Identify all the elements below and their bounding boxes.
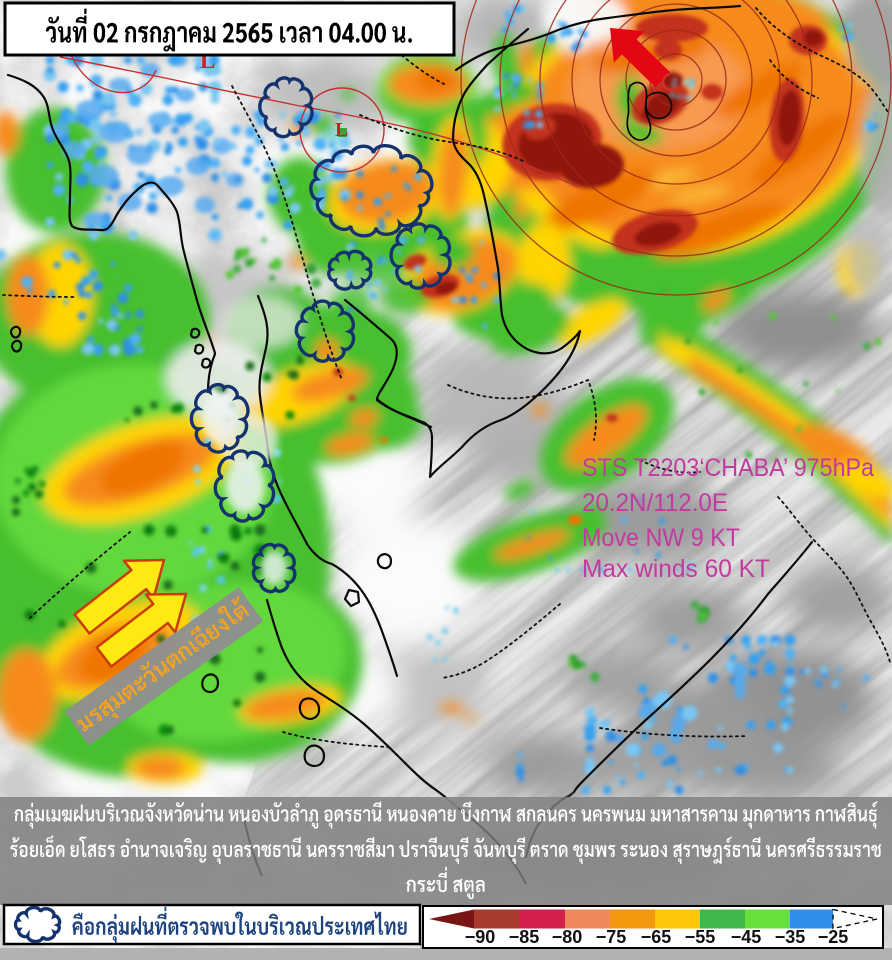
svg-text:Max winds 60 KT: Max winds 60 KT [582,555,770,583]
svg-text:20.2N/112.0E: 20.2N/112.0E [582,489,728,517]
svg-text:−85: −85 [509,927,540,947]
svg-text:−55: −55 [685,927,716,947]
svg-text:−90: −90 [465,927,496,947]
svg-text:−25: −25 [818,927,849,947]
svg-text:STS T2203‘CHABA’ 975hPa: STS T2203‘CHABA’ 975hPa [582,454,874,482]
svg-text:L: L [335,119,348,141]
svg-text:−75: −75 [596,927,627,947]
svg-text:−45: −45 [731,927,762,947]
svg-text:−35: −35 [775,927,806,947]
svg-text:−65: −65 [641,927,672,947]
svg-text:−80: −80 [552,927,583,947]
svg-text:Move NW 9 KT: Move NW 9 KT [582,524,740,552]
